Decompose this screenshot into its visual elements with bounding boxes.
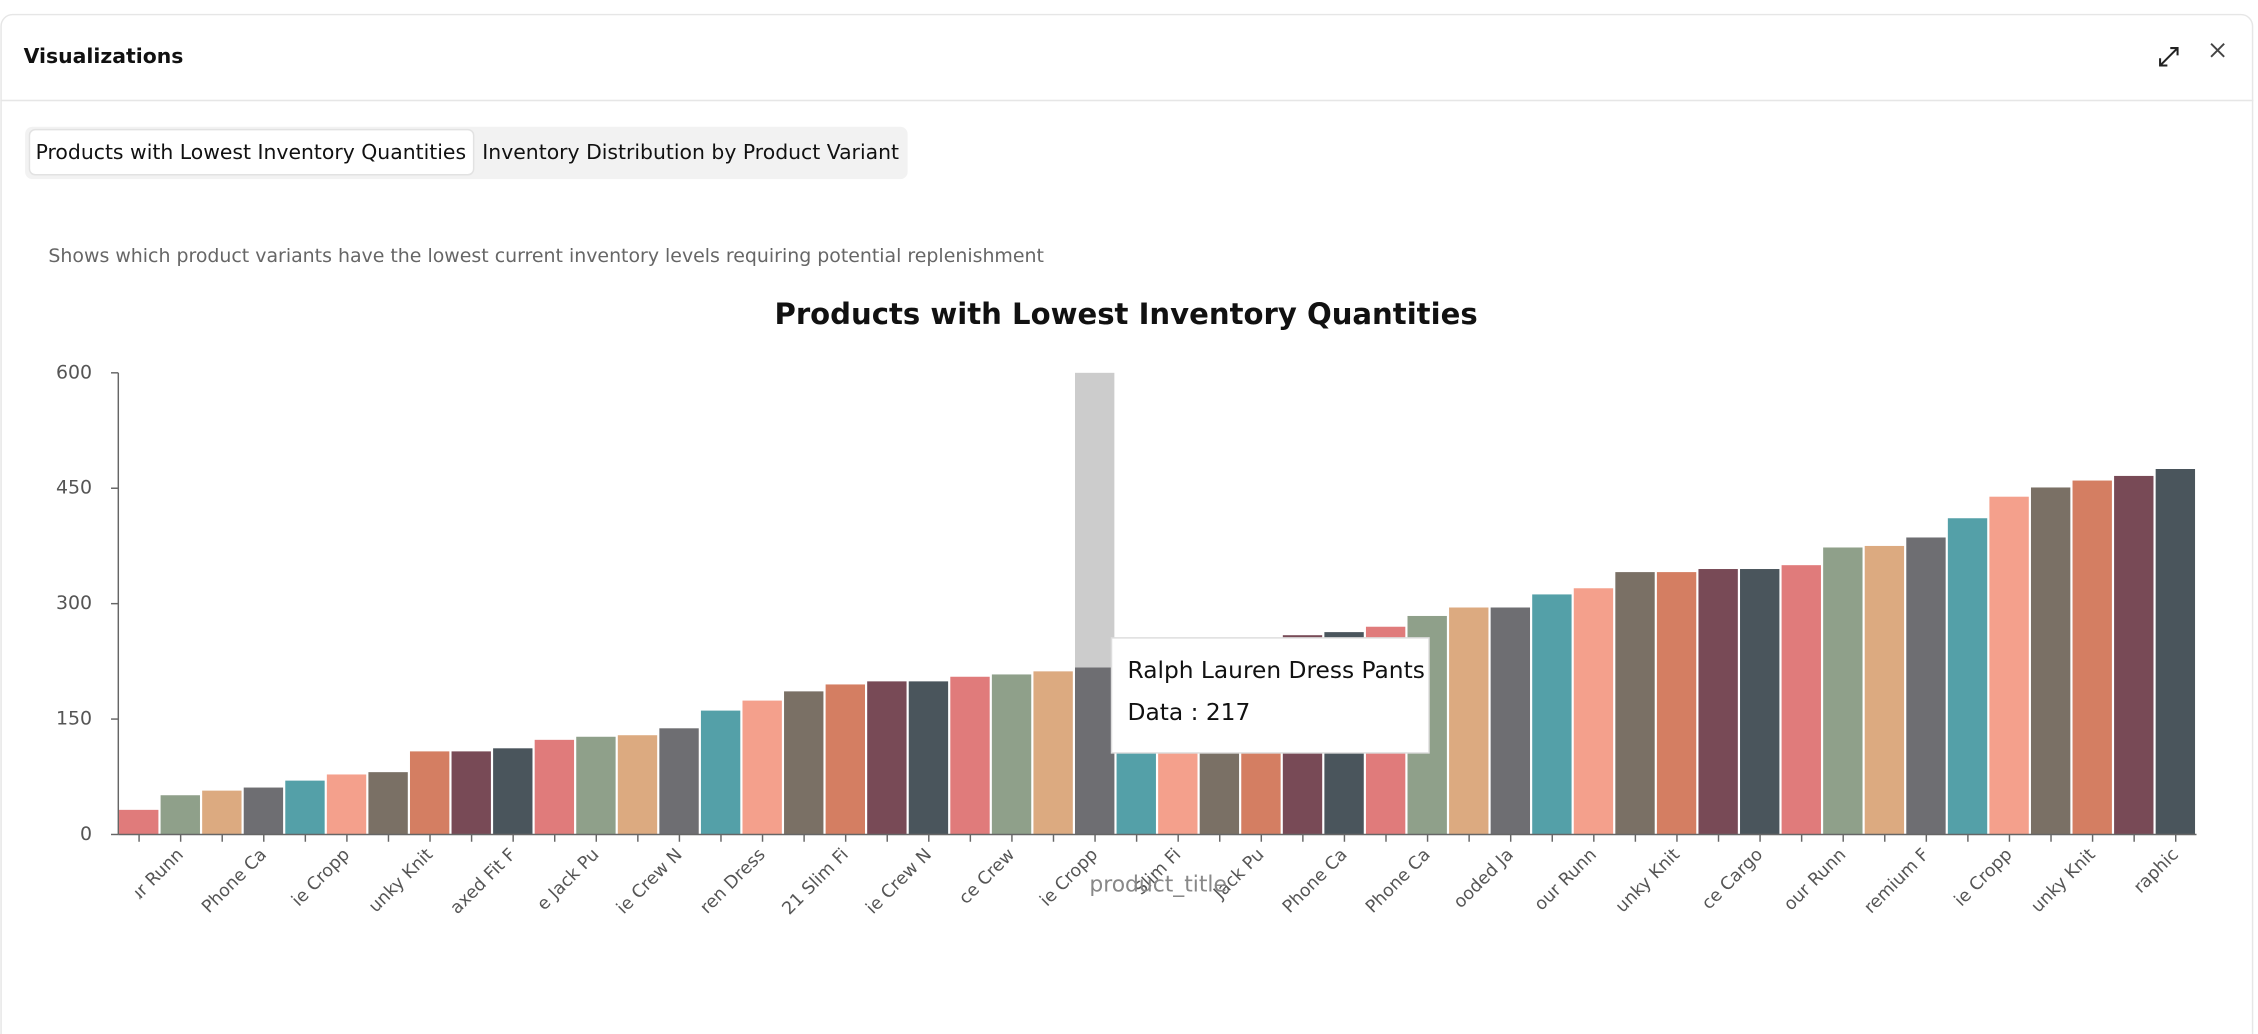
bar bbox=[2114, 475, 2154, 835]
bar bbox=[1033, 671, 1073, 835]
tab-active[interactable] bbox=[28, 128, 475, 176]
close-button[interactable] bbox=[2210, 43, 2225, 58]
bar bbox=[119, 809, 159, 835]
tooltip-value: Data : 217 bbox=[1128, 699, 1251, 726]
bar bbox=[1906, 537, 1946, 835]
bar bbox=[1947, 518, 1988, 835]
bar bbox=[1823, 547, 1863, 835]
bar bbox=[576, 736, 616, 835]
x-axis-label: product_title bbox=[1089, 872, 1227, 897]
bar bbox=[1449, 607, 1489, 835]
description: Shows which product variants have the lo… bbox=[48, 245, 1044, 267]
tab[interactable]: Products with Lowest Inventory Quantitie… bbox=[36, 140, 466, 164]
bar bbox=[908, 681, 949, 835]
bar bbox=[1074, 667, 1115, 835]
bar bbox=[742, 700, 782, 835]
bar bbox=[326, 774, 367, 835]
bar bbox=[659, 728, 699, 835]
bar bbox=[285, 780, 325, 835]
bar bbox=[784, 691, 824, 835]
y-tick-label: 150 bbox=[56, 708, 92, 730]
bar bbox=[1573, 588, 1614, 835]
bar bbox=[368, 772, 408, 835]
bar bbox=[700, 710, 741, 835]
bar bbox=[2072, 480, 2112, 835]
bar bbox=[1864, 545, 1905, 835]
bar bbox=[160, 795, 200, 835]
y-tick-label: 450 bbox=[56, 477, 92, 499]
bar bbox=[451, 751, 491, 835]
bar bbox=[2155, 469, 2196, 835]
y-tick-label: 600 bbox=[56, 361, 92, 383]
tab[interactable]: Inventory Distribution by Product Varian… bbox=[482, 140, 899, 164]
bar bbox=[1656, 572, 1697, 835]
bar bbox=[867, 681, 907, 835]
y-tick-label: 300 bbox=[56, 592, 92, 614]
bar bbox=[1615, 572, 1655, 835]
bar bbox=[991, 674, 1032, 835]
panel-title: Visualizations bbox=[24, 44, 184, 68]
tooltip bbox=[1110, 637, 1430, 754]
bar bbox=[243, 787, 284, 835]
bar bbox=[1740, 569, 1780, 835]
bar bbox=[1490, 607, 1531, 835]
bar bbox=[1532, 594, 1572, 835]
bar bbox=[825, 684, 865, 835]
bar bbox=[950, 676, 990, 835]
tooltip-title: Ralph Lauren Dress Pants bbox=[1128, 657, 1425, 684]
bar bbox=[617, 735, 658, 835]
bar bbox=[2030, 487, 2071, 835]
expand-button[interactable] bbox=[2159, 47, 2179, 67]
bar bbox=[1989, 496, 2029, 835]
y-tick-label: 0 bbox=[80, 823, 92, 845]
bar bbox=[534, 739, 575, 835]
chart-title: Products with Lowest Inventory Quantitie… bbox=[775, 297, 1478, 331]
bar bbox=[1698, 569, 1738, 835]
bar bbox=[202, 790, 242, 835]
bar bbox=[493, 748, 533, 835]
bar bbox=[1781, 565, 1821, 835]
bar bbox=[409, 751, 450, 835]
